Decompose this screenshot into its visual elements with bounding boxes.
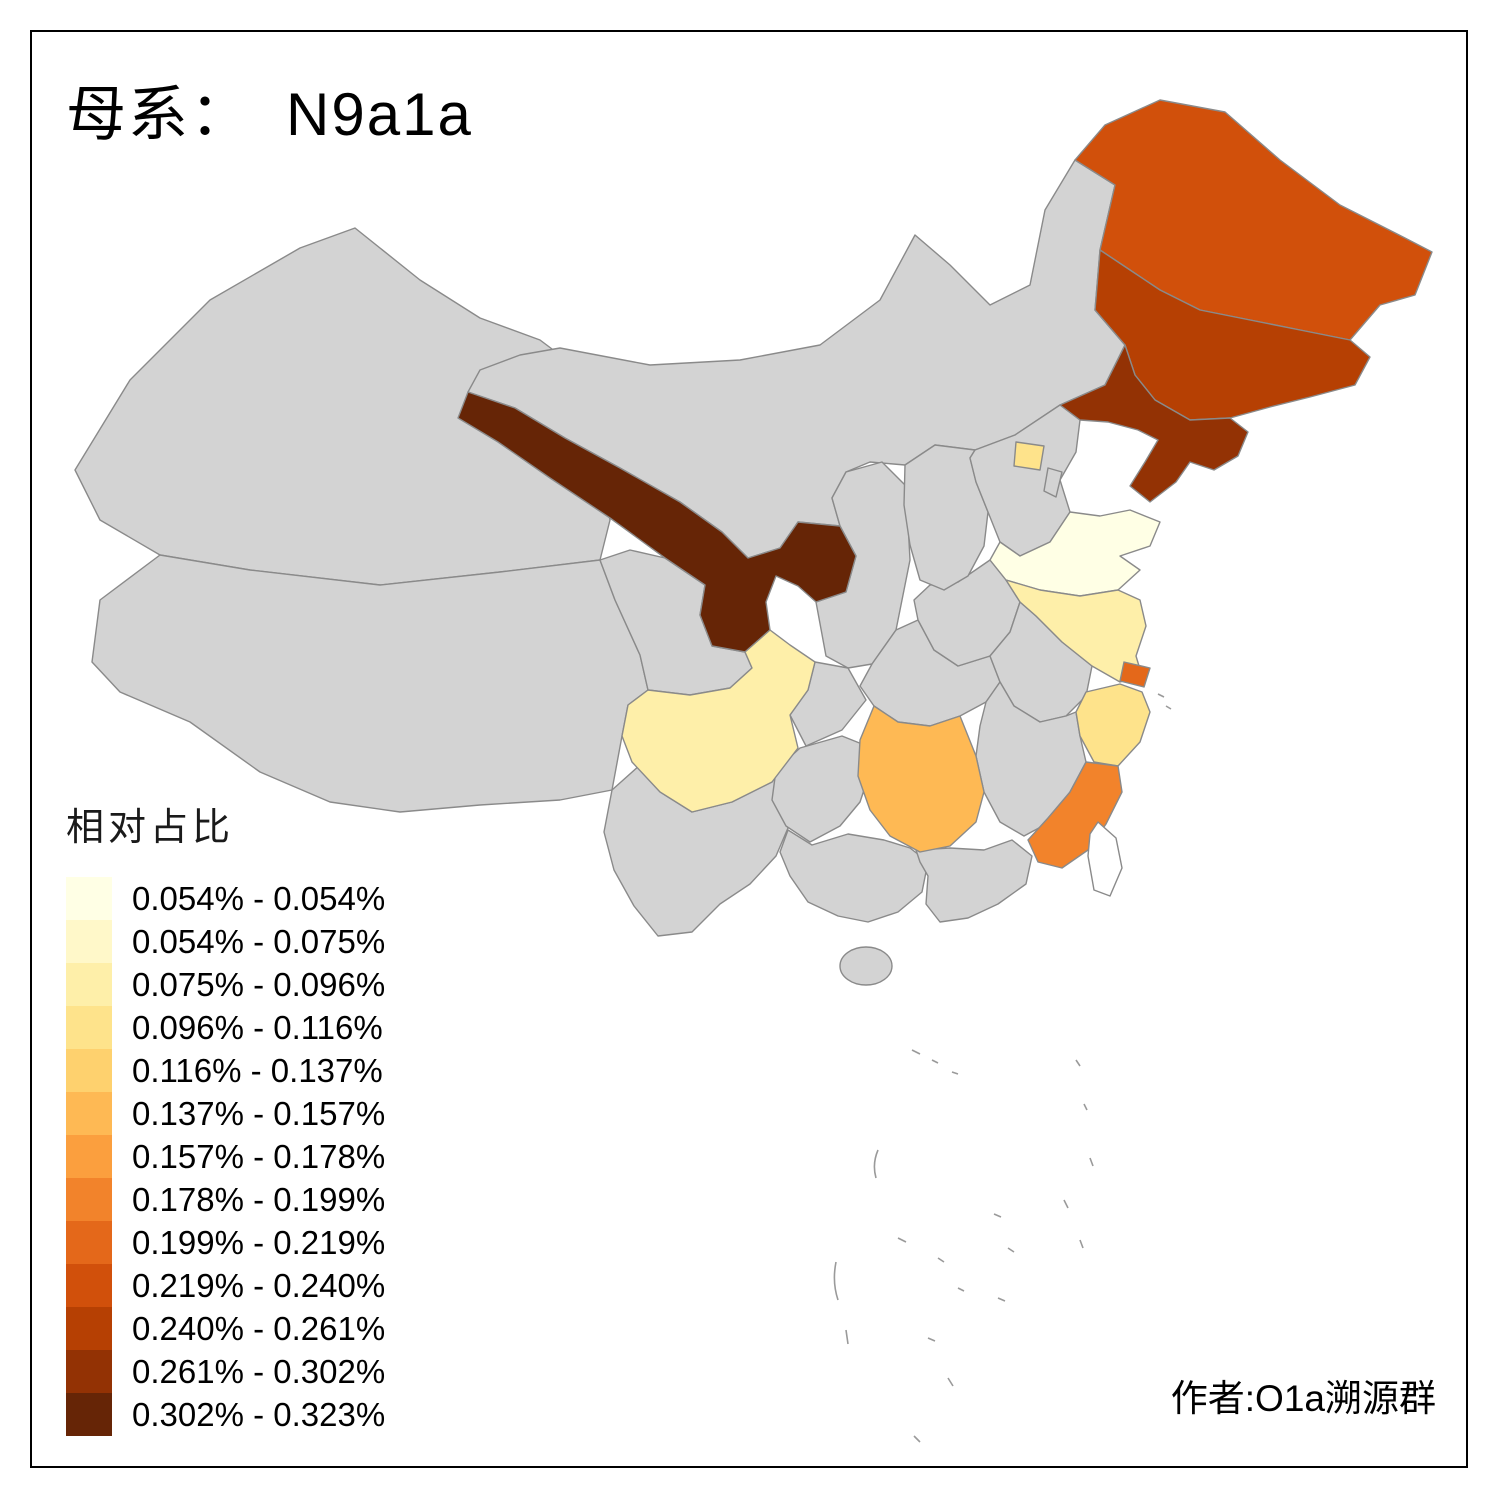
- legend-swatch: [66, 1178, 112, 1221]
- legend-row: 0.178% - 0.199%: [66, 1178, 385, 1221]
- legend-row: 0.054% - 0.054%: [66, 877, 385, 920]
- south-china-sea-islands: [833, 693, 1172, 1443]
- legend-label: 0.054% - 0.075%: [132, 922, 386, 960]
- legend-swatch: [66, 1307, 112, 1350]
- legend-row: 0.075% - 0.096%: [66, 963, 385, 1006]
- province-fujian: [1027, 761, 1123, 869]
- province-guangdong: [915, 839, 1033, 923]
- province-tibet: [91, 554, 649, 813]
- legend-row: 0.302% - 0.323%: [66, 1393, 385, 1436]
- legend-row: 0.219% - 0.240%: [66, 1264, 385, 1307]
- province-hebei: [969, 404, 1081, 557]
- legend-label: 0.054% - 0.054%: [132, 879, 386, 917]
- province-zhejiang: [1075, 683, 1151, 767]
- title-prefix: 母系：: [66, 81, 252, 148]
- legend-swatch: [66, 963, 112, 1006]
- map-title: 母系： N9a1a: [66, 66, 473, 153]
- province-beijing: [1013, 441, 1045, 471]
- province-sichuan: [621, 629, 816, 813]
- province-guizhou: [771, 735, 873, 843]
- province-jiangxi: [975, 681, 1087, 837]
- legend-row: 0.054% - 0.075%: [66, 920, 385, 963]
- legend: 相对占比 0.054% - 0.054% 0.054% - 0.075% 0.0…: [66, 796, 385, 1436]
- legend-row: 0.096% - 0.116%: [66, 1006, 385, 1049]
- legend-row: 0.116% - 0.137%: [66, 1049, 385, 1092]
- legend-row: 0.261% - 0.302%: [66, 1350, 385, 1393]
- province-tianjin: [1043, 467, 1063, 498]
- legend-label: 0.219% - 0.240%: [132, 1266, 386, 1304]
- legend-label: 0.199% - 0.219%: [132, 1223, 386, 1261]
- legend-label: 0.116% - 0.137%: [132, 1051, 383, 1089]
- legend-label: 0.178% - 0.199%: [132, 1180, 386, 1218]
- legend-swatch: [66, 1135, 112, 1178]
- legend-swatch: [66, 1221, 112, 1264]
- legend-label: 0.302% - 0.323%: [132, 1395, 386, 1433]
- legend-swatch: [66, 877, 112, 920]
- legend-label: 0.240% - 0.261%: [132, 1309, 386, 1347]
- legend-swatch: [66, 920, 112, 963]
- legend-title: 相对占比: [66, 807, 235, 849]
- province-shanghai: [1119, 661, 1151, 688]
- legend-row: 0.240% - 0.261%: [66, 1307, 385, 1350]
- province-guangxi: [779, 829, 929, 923]
- legend-swatch: [66, 1350, 112, 1393]
- legend-label: 0.096% - 0.116%: [132, 1008, 383, 1046]
- province-hainan: [839, 946, 893, 986]
- legend-label: 0.137% - 0.157%: [132, 1094, 386, 1132]
- province-hunan: [857, 705, 985, 853]
- legend-swatch: [66, 1049, 112, 1092]
- legend-swatch: [66, 1264, 112, 1307]
- legend-row: 0.199% - 0.219%: [66, 1221, 385, 1264]
- legend-row: 0.137% - 0.157%: [66, 1092, 385, 1135]
- title-haplogroup: N9a1a: [286, 81, 473, 148]
- legend-swatch: [66, 1393, 112, 1436]
- legend-label: 0.075% - 0.096%: [132, 965, 386, 1003]
- legend-label: 0.157% - 0.178%: [132, 1137, 386, 1175]
- author-credit: 作者:O1a溯源群: [1170, 1378, 1436, 1419]
- island-taiwan: [1087, 821, 1123, 897]
- legend-swatch: [66, 1092, 112, 1135]
- province-liaoning: [1059, 344, 1249, 503]
- legend-label: 0.261% - 0.302%: [132, 1352, 386, 1390]
- province-gansu: [457, 391, 857, 653]
- legend-row: 0.157% - 0.178%: [66, 1135, 385, 1178]
- legend-swatch: [66, 1006, 112, 1049]
